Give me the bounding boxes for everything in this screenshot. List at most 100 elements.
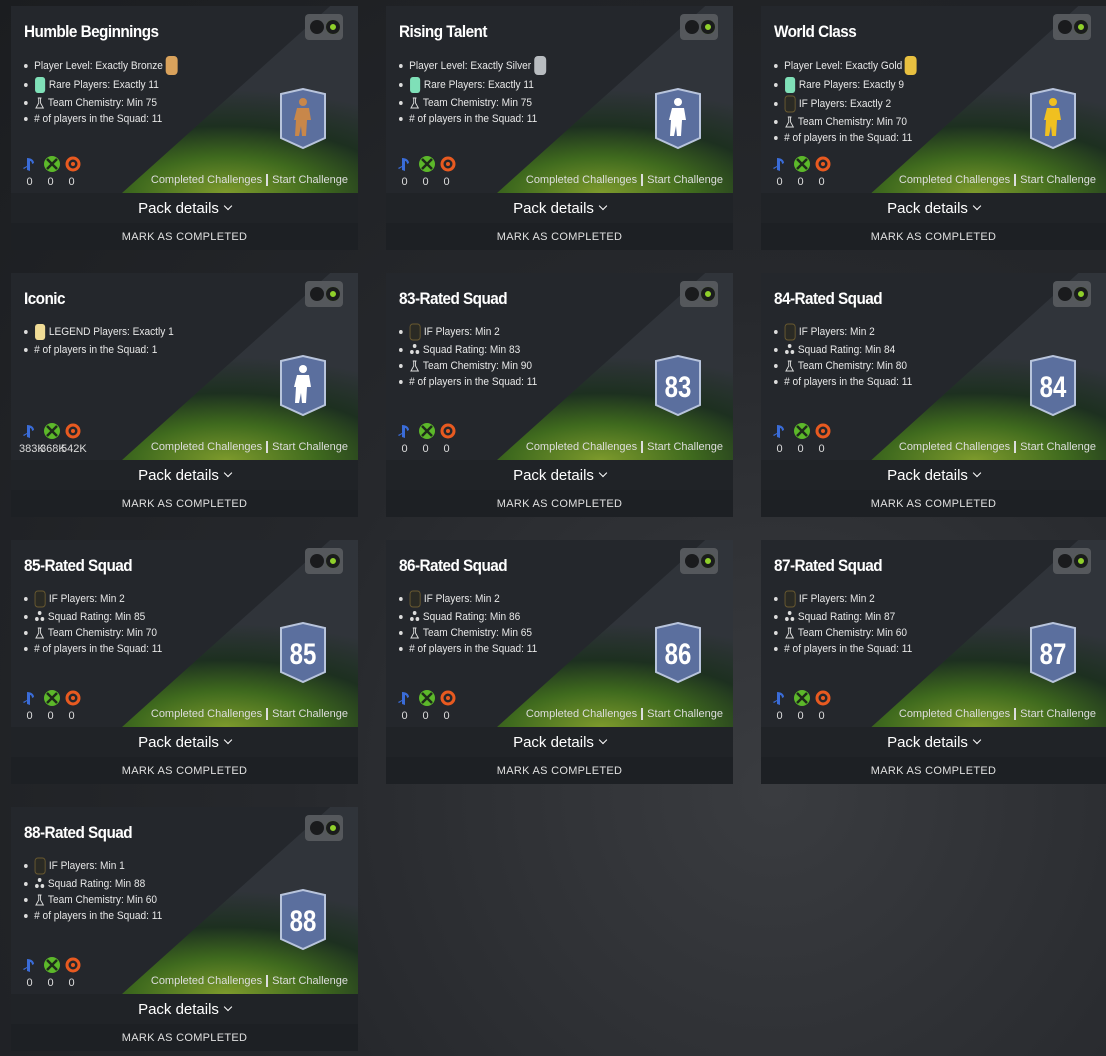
bullet xyxy=(399,646,403,651)
bullet xyxy=(24,913,28,918)
bullet xyxy=(774,646,778,651)
pack-details[interactable]: Pack details xyxy=(761,193,1106,223)
platform-count: 0 xyxy=(68,710,75,722)
requirement-icon xyxy=(784,95,796,113)
requirement-icon xyxy=(35,894,45,906)
pack-details[interactable]: Pack details xyxy=(11,460,358,490)
start-challenge-link[interactable]: Start Challenge xyxy=(647,708,723,720)
requirement: Squad Rating: Min 84 xyxy=(774,342,912,357)
requirement-text: Squad Rating: Min 88 xyxy=(47,877,146,890)
platform-counts: 0 0 0 xyxy=(769,176,832,188)
bullet xyxy=(24,347,28,352)
requirement-icon xyxy=(410,97,420,109)
pack-details[interactable]: Pack details xyxy=(11,193,358,223)
requirement-icon xyxy=(35,878,45,888)
bullet xyxy=(399,63,403,68)
mark-as-completed[interactable]: MARK AS COMPLETED xyxy=(11,223,358,250)
mark-as-completed[interactable]: MARK AS COMPLETED xyxy=(386,490,733,517)
platform-counts: 0 0 0 xyxy=(394,443,457,455)
mark-as-completed[interactable]: MARK AS COMPLETED xyxy=(386,223,733,250)
platform-icons xyxy=(23,156,81,172)
start-challenge-link[interactable]: Start Challenge xyxy=(647,441,723,453)
platform-counts: 0 0 0 xyxy=(769,443,832,455)
bullet xyxy=(399,83,403,87)
requirement: # of players in the Squad: 1 xyxy=(24,342,174,357)
completed-challenges-link[interactable]: Completed Challenges xyxy=(899,441,1017,453)
requirement-text: LEGEND Players: Exactly 1 xyxy=(48,326,174,338)
requirement-text: Team Chemistry: Min 75 xyxy=(47,96,158,109)
platform-count: 383K xyxy=(19,443,45,455)
pack-details[interactable]: Pack details xyxy=(761,460,1106,490)
toggle-switch[interactable] xyxy=(680,281,718,307)
requirement-text: IF Players: Exactly 2 xyxy=(798,98,892,110)
requirement: # of players in the Squad: 11 xyxy=(24,641,162,656)
requirements-list: Player Level: Exactly Silver Rare Players… xyxy=(399,56,559,126)
card-title: 88-Rated Squad xyxy=(24,823,133,842)
completed-challenges-link[interactable]: Completed Challenges xyxy=(526,708,644,720)
start-challenge-link[interactable]: Start Challenge xyxy=(272,174,348,186)
requirement: Team Chemistry: Min 60 xyxy=(774,625,912,640)
completed-challenges-link[interactable]: Completed Challenges xyxy=(151,174,269,186)
mark-as-completed[interactable]: MARK AS COMPLETED xyxy=(11,490,358,517)
pack-details[interactable]: Pack details xyxy=(761,727,1106,757)
requirement-text: # of players in the Squad: 11 xyxy=(34,642,163,655)
pack-details[interactable]: Pack details xyxy=(11,727,358,757)
mark-as-completed[interactable]: MARK AS COMPLETED xyxy=(761,490,1106,517)
challenge-links: Completed Challenges Start Challenge xyxy=(899,708,1096,720)
pack-details[interactable]: Pack details xyxy=(11,994,358,1024)
requirement-icon xyxy=(410,344,420,354)
requirement-text: # of players in the Squad: 11 xyxy=(34,909,163,922)
challenge-links: Completed Challenges Start Challenge xyxy=(151,708,348,720)
platform-icons xyxy=(773,690,831,706)
toggle-switch[interactable] xyxy=(1053,14,1091,40)
toggle-switch[interactable] xyxy=(680,548,718,574)
toggle-switch[interactable] xyxy=(305,281,343,307)
platform-counts: 0 0 0 xyxy=(19,710,82,722)
bullet xyxy=(774,135,778,140)
platform-counts: 0 0 0 xyxy=(19,977,82,989)
toggle-switch[interactable] xyxy=(1053,548,1091,574)
mark-as-completed[interactable]: MARK AS COMPLETED xyxy=(11,757,358,784)
requirement-text: Rare Players: Exactly 11 xyxy=(48,79,159,91)
requirement-icon xyxy=(785,611,795,621)
mark-as-completed[interactable]: MARK AS COMPLETED xyxy=(761,223,1106,250)
requirements-list: LEGEND Players: Exactly 1 # of players in… xyxy=(24,323,187,357)
start-challenge-link[interactable]: Start Challenge xyxy=(272,708,348,720)
challenge-links: Completed Challenges Start Challenge xyxy=(151,174,348,186)
start-challenge-link[interactable]: Start Challenge xyxy=(1020,174,1096,186)
card-title: 85-Rated Squad xyxy=(24,556,133,575)
mark-as-completed[interactable]: MARK AS COMPLETED xyxy=(386,757,733,784)
badge-rating: 88 xyxy=(290,903,317,937)
completed-challenges-link[interactable]: Completed Challenges xyxy=(526,174,644,186)
pack-details[interactable]: Pack details xyxy=(386,193,733,223)
toggle-switch[interactable] xyxy=(680,14,718,40)
bullet xyxy=(24,100,28,105)
platform-count: 0 xyxy=(797,176,804,188)
mark-as-completed[interactable]: MARK AS COMPLETED xyxy=(761,757,1106,784)
completed-challenges-link[interactable]: Completed Challenges xyxy=(151,441,269,453)
toggle-switch[interactable] xyxy=(1053,281,1091,307)
toggle-switch[interactable] xyxy=(305,14,343,40)
reward-badge: 87 xyxy=(1030,622,1076,684)
start-challenge-link[interactable]: Start Challenge xyxy=(1020,441,1096,453)
pack-details[interactable]: Pack details xyxy=(386,460,733,490)
bullet xyxy=(399,614,403,619)
start-challenge-link[interactable]: Start Challenge xyxy=(1020,708,1096,720)
pack-details[interactable]: Pack details xyxy=(386,727,733,757)
card-header: 83-Rated Squad IF Players: Min 2 Squad Rat… xyxy=(386,273,733,460)
toggle-switch[interactable] xyxy=(305,815,343,841)
start-challenge-link[interactable]: Start Challenge xyxy=(272,975,348,987)
bullet xyxy=(399,330,403,334)
start-challenge-link[interactable]: Start Challenge xyxy=(272,441,348,453)
completed-challenges-link[interactable]: Completed Challenges xyxy=(899,708,1017,720)
player-figure xyxy=(294,365,311,403)
completed-challenges-link[interactable]: Completed Challenges xyxy=(899,174,1017,186)
completed-challenges-link[interactable]: Completed Challenges xyxy=(526,441,644,453)
platform-count: 0 xyxy=(776,443,783,455)
requirement-text: Squad Rating: Min 84 xyxy=(797,343,896,356)
toggle-switch[interactable] xyxy=(305,548,343,574)
start-challenge-link[interactable]: Start Challenge xyxy=(647,174,723,186)
mark-as-completed[interactable]: MARK AS COMPLETED xyxy=(11,1024,358,1051)
completed-challenges-link[interactable]: Completed Challenges xyxy=(151,708,269,720)
completed-challenges-link[interactable]: Completed Challenges xyxy=(151,975,269,987)
